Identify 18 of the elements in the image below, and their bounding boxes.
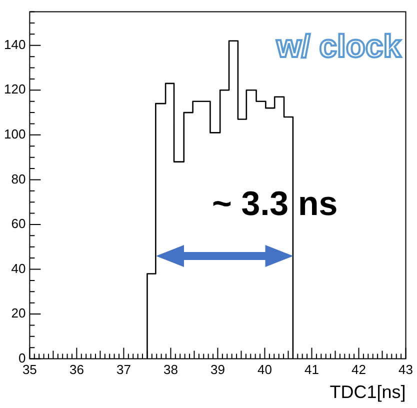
x-tick-label: 37: [116, 362, 131, 378]
annotation: w/ clock: [276, 28, 401, 65]
y-tick-label: 120: [4, 82, 26, 97]
y-tick-label: 80: [11, 171, 26, 186]
y-tick-label: 100: [4, 126, 26, 142]
annotation: ~ 3.3 ns: [212, 185, 338, 224]
x-tick-label: 39: [210, 362, 225, 378]
y-tick-label: 20: [11, 306, 26, 321]
x-tick-label: 40: [258, 362, 272, 378]
x-tick-label: 36: [69, 362, 84, 378]
x-axis-title: TDC1[ns]: [330, 382, 406, 402]
x-tick-label: 41: [304, 362, 319, 378]
x-tick-label: 38: [163, 362, 178, 378]
y-tick-label: 40: [11, 260, 26, 276]
x-tick-label: 42: [352, 362, 366, 378]
y-tick-label: 140: [4, 36, 26, 52]
x-tick-label: 43: [398, 362, 414, 378]
y-tick-label: 60: [11, 216, 26, 232]
